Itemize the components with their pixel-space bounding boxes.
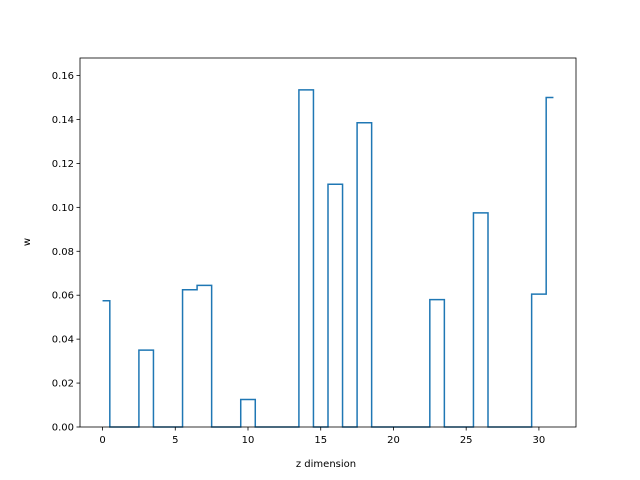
y-axis-ticks: 0.00 0.02 0.04 0.06 0.08 0.10 0.12 0.14 0.16 bbox=[52, 71, 80, 434]
x-tick-label: 10 bbox=[242, 435, 255, 446]
x-axis-ticks: 0 5 10 15 20 25 30 bbox=[99, 427, 545, 446]
y-tick-label: 0.16 bbox=[52, 71, 74, 82]
y-axis-label: w bbox=[22, 238, 33, 246]
y-tick-label: 0.14 bbox=[52, 115, 74, 126]
x-tick-label: 30 bbox=[533, 435, 546, 446]
y-tick-label: 0.12 bbox=[52, 159, 74, 170]
y-tick-label: 0.06 bbox=[52, 291, 74, 302]
y-tick-label: 0.04 bbox=[52, 335, 74, 346]
plot-area bbox=[79, 57, 577, 428]
x-tick-label: 15 bbox=[314, 435, 327, 446]
y-tick-label: 0.00 bbox=[52, 423, 74, 434]
y-tick-label: 0.10 bbox=[52, 203, 74, 214]
x-tick-label: 0 bbox=[99, 435, 105, 446]
x-tick-label: 5 bbox=[172, 435, 178, 446]
axes-frame bbox=[79, 57, 577, 428]
y-tick-label: 0.02 bbox=[52, 379, 74, 390]
x-tick-label: 20 bbox=[387, 435, 400, 446]
y-tick-label: 0.08 bbox=[52, 247, 74, 258]
x-axis-label: z dimension bbox=[296, 459, 356, 470]
x-tick-label: 25 bbox=[460, 435, 473, 446]
